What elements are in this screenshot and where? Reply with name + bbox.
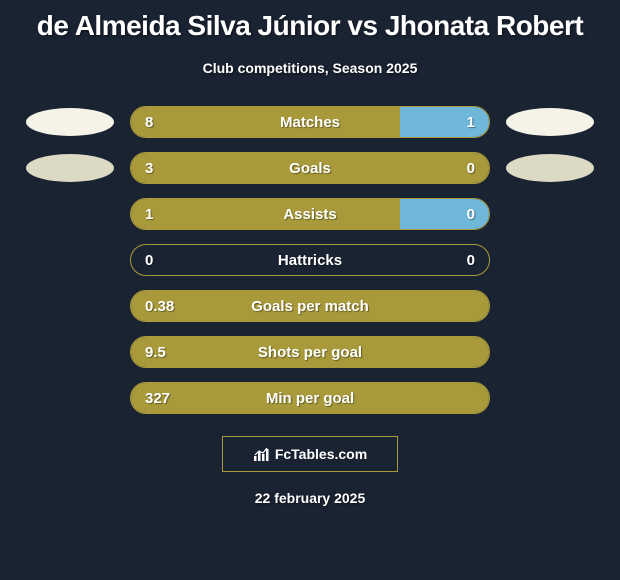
stat-value-right: 0 <box>467 252 475 269</box>
footer-date: 22 february 2025 <box>0 490 620 506</box>
avatar-slot-right <box>490 108 610 136</box>
stat-bar: 1 0 Assists <box>130 198 490 230</box>
player1-avatar <box>26 108 114 136</box>
stat-row: 3 0 Goals <box>10 152 610 184</box>
stat-label: Goals <box>289 160 331 177</box>
stat-value-left: 8 <box>145 114 153 131</box>
stat-value-left: 1 <box>145 206 153 223</box>
stat-value-right: 1 <box>467 114 475 131</box>
stat-row: 327 Min per goal <box>10 382 610 414</box>
player1-avatar <box>26 154 114 182</box>
bar-fill-right <box>400 107 490 137</box>
stat-bar: 0.38 Goals per match <box>130 290 490 322</box>
vs-separator: vs <box>347 10 377 41</box>
stat-bar: 9.5 Shots per goal <box>130 336 490 368</box>
bar-fill-left <box>131 107 400 137</box>
player2-avatar <box>506 108 594 136</box>
player2-avatar <box>506 154 594 182</box>
chart-icon <box>253 446 269 462</box>
avatar-slot-left <box>10 108 130 136</box>
stat-value-left: 3 <box>145 160 153 177</box>
avatar-slot-right <box>490 154 610 182</box>
stat-bar: 0 0 Hattricks <box>130 244 490 276</box>
avatar-slot-left <box>10 154 130 182</box>
page-title: de Almeida Silva Júnior vs Jhonata Rober… <box>0 0 620 42</box>
stat-value-right: 0 <box>467 160 475 177</box>
bar-fill-right <box>400 199 490 229</box>
stat-label: Matches <box>280 114 340 131</box>
stat-label: Assists <box>283 206 336 223</box>
stat-row: 0 0 Hattricks <box>10 244 610 276</box>
stat-row: 1 0 Assists <box>10 198 610 230</box>
stat-label: Shots per goal <box>258 344 362 361</box>
stat-row: 0.38 Goals per match <box>10 290 610 322</box>
stat-bar: 327 Min per goal <box>130 382 490 414</box>
bar-fill-left <box>131 199 400 229</box>
stat-label: Hattricks <box>278 252 342 269</box>
player2-name: Jhonata Robert <box>385 10 583 41</box>
stat-value-left: 0.38 <box>145 298 174 315</box>
stat-value-left: 0 <box>145 252 153 269</box>
stat-row: 8 1 Matches <box>10 106 610 138</box>
stat-bar: 3 0 Goals <box>130 152 490 184</box>
stat-value-right: 0 <box>467 206 475 223</box>
branding-box[interactable]: FcTables.com <box>222 436 398 472</box>
branding-text: FcTables.com <box>275 446 367 462</box>
stat-value-left: 327 <box>145 390 170 407</box>
stat-label: Min per goal <box>266 390 354 407</box>
stat-value-left: 9.5 <box>145 344 166 361</box>
player1-name: de Almeida Silva Júnior <box>37 10 340 41</box>
stat-bar: 8 1 Matches <box>130 106 490 138</box>
stats-container: 8 1 Matches 3 0 Goals 1 0 Assists 0 0 Hattricks 0.38… <box>0 106 620 414</box>
subtitle: Club competitions, Season 2025 <box>0 60 620 76</box>
stat-row: 9.5 Shots per goal <box>10 336 610 368</box>
stat-label: Goals per match <box>251 298 369 315</box>
